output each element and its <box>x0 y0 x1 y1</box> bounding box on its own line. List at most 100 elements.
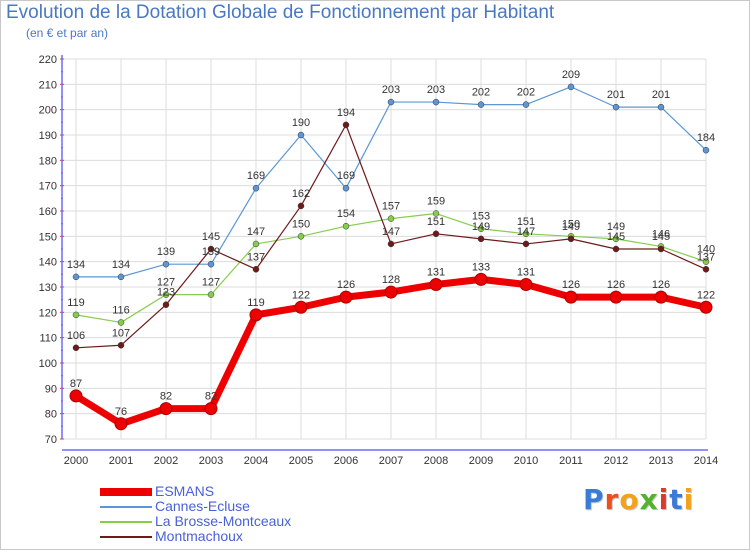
data-point-montmachoux <box>297 202 305 210</box>
y-tick-label: 180 <box>39 155 57 167</box>
y-tick-label: 210 <box>39 79 57 91</box>
x-tick-label: 2011 <box>559 455 583 467</box>
data-point-esmans <box>159 402 173 416</box>
data-label-cannes-ecluse: 190 <box>292 117 310 129</box>
data-label-esmans: 131 <box>517 266 535 278</box>
data-label-cannes-ecluse: 209 <box>562 69 580 81</box>
data-label-montmachoux: 147 <box>382 226 400 238</box>
legend-label-la-brosse-montceaux: La Brosse-Montceaux <box>155 513 292 529</box>
data-label-cannes-ecluse: 203 <box>382 84 400 96</box>
data-point-montmachoux <box>342 121 350 129</box>
data-point-montmachoux <box>657 245 665 253</box>
logo-letter: i <box>683 483 695 516</box>
legend-item-la-brosse-montceaux: La Brosse-Montceaux <box>100 514 420 529</box>
data-label-esmans: 126 <box>337 279 355 291</box>
x-tick-label: 2001 <box>109 455 133 467</box>
data-label-esmans: 76 <box>115 406 127 418</box>
legend-label-esmans: ESMANS <box>155 483 215 499</box>
data-label-la-brosse-montceaux: 157 <box>382 201 400 213</box>
data-label-montmachoux: 106 <box>67 330 85 342</box>
chart-title: Evolution de la Dotation Globale de Fonc… <box>6 2 555 23</box>
x-tick-label: 2006 <box>334 455 358 467</box>
data-label-esmans: 119 <box>247 297 265 309</box>
x-tick-label: 2003 <box>199 455 223 467</box>
data-label-la-brosse-montceaux: 119 <box>67 297 85 309</box>
data-label-la-brosse-montceaux: 154 <box>337 208 355 220</box>
y-tick-label: 90 <box>45 383 57 395</box>
legend-item-montmachoux: Montmachoux <box>100 529 420 544</box>
data-label-cannes-ecluse: 169 <box>247 170 265 182</box>
data-labels: 134 134 139 139 169 190 169 203 203 202 202 209 201 2… <box>67 69 715 418</box>
data-label-cannes-ecluse: 134 <box>67 259 85 271</box>
x-tick-label: 2010 <box>514 455 538 467</box>
data-point-montmachoux <box>252 266 260 273</box>
axes: 7080901001101201301401501601701801902002… <box>39 54 719 467</box>
y-tick-label: 80 <box>45 409 57 421</box>
data-point-cannes-ecluse <box>567 83 575 91</box>
data-point-esmans <box>69 389 83 403</box>
data-point-cannes-ecluse <box>477 101 485 108</box>
data-label-montmachoux: 149 <box>562 221 580 233</box>
data-label-la-brosse-montceaux: 159 <box>427 196 445 208</box>
data-point-esmans <box>114 417 128 431</box>
data-point-cannes-ecluse <box>207 260 215 268</box>
data-label-cannes-ecluse: 184 <box>697 132 715 144</box>
y-tick-label: 200 <box>39 105 57 117</box>
data-label-cannes-ecluse: 201 <box>607 89 625 101</box>
data-point-cannes-ecluse <box>252 184 260 192</box>
data-label-esmans: 122 <box>292 289 310 301</box>
data-label-montmachoux: 145 <box>607 231 625 243</box>
data-label-cannes-ecluse: 202 <box>472 87 490 99</box>
data-label-esmans: 82 <box>160 391 172 403</box>
legend-swatch-montmachoux <box>100 536 152 538</box>
y-tick-label: 190 <box>39 130 57 142</box>
data-point-la-brosse-montceaux <box>207 291 215 298</box>
data-point-la-brosse-montceaux <box>72 311 80 319</box>
data-point-esmans <box>699 300 713 314</box>
data-point-la-brosse-montceaux <box>432 210 440 217</box>
legend: ESMANS Cannes-Ecluse La Brosse-Montceaux Mo… <box>100 484 420 544</box>
data-label-esmans: 133 <box>472 261 490 273</box>
data-point-esmans <box>249 308 263 322</box>
data-label-montmachoux: 147 <box>517 226 535 238</box>
legend-label-cannes-ecluse: Cannes-Ecluse <box>155 498 250 514</box>
data-label-montmachoux: 145 <box>202 231 220 243</box>
data-point-cannes-ecluse <box>162 260 170 268</box>
data-label-la-brosse-montceaux: 150 <box>292 218 310 230</box>
data-point-montmachoux <box>612 245 620 253</box>
data-point-montmachoux <box>207 245 215 253</box>
y-tick-label: 100 <box>39 358 57 370</box>
x-tick-label: 2009 <box>469 455 493 467</box>
data-point-esmans <box>564 290 578 304</box>
x-tick-label: 2000 <box>64 455 88 467</box>
data-label-esmans: 128 <box>382 274 400 286</box>
data-point-montmachoux <box>162 301 170 308</box>
data-point-montmachoux <box>117 342 125 349</box>
data-label-cannes-ecluse: 139 <box>157 246 175 258</box>
data-label-montmachoux: 123 <box>157 287 175 299</box>
data-point-montmachoux <box>387 240 395 248</box>
x-tick-label: 2008 <box>424 455 448 467</box>
data-point-esmans <box>429 277 443 291</box>
y-tick-label: 220 <box>39 54 57 66</box>
data-point-cannes-ecluse <box>342 184 350 192</box>
data-label-esmans: 122 <box>697 289 715 301</box>
logo-letter: t <box>669 483 684 516</box>
data-label-cannes-ecluse: 169 <box>337 170 355 182</box>
x-tick-label: 2012 <box>604 455 628 467</box>
data-point-esmans <box>654 290 668 304</box>
data-label-montmachoux: 162 <box>292 188 310 200</box>
data-point-esmans <box>339 290 353 304</box>
x-tick-label: 2005 <box>289 455 313 467</box>
data-point-esmans <box>519 277 533 291</box>
data-point-la-brosse-montceaux <box>117 319 125 326</box>
legend-label-montmachoux: Montmachoux <box>155 528 243 544</box>
data-label-esmans: 87 <box>70 378 82 390</box>
data-label-esmans: 126 <box>652 279 670 291</box>
y-tick-label: 160 <box>39 206 57 218</box>
data-point-la-brosse-montceaux <box>387 215 395 222</box>
y-tick-label: 110 <box>39 333 57 345</box>
grid <box>62 58 707 440</box>
